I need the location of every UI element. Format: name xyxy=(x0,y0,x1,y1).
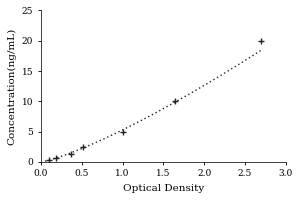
Y-axis label: Concentration(ng/mL): Concentration(ng/mL) xyxy=(7,28,16,145)
X-axis label: Optical Density: Optical Density xyxy=(123,184,204,193)
